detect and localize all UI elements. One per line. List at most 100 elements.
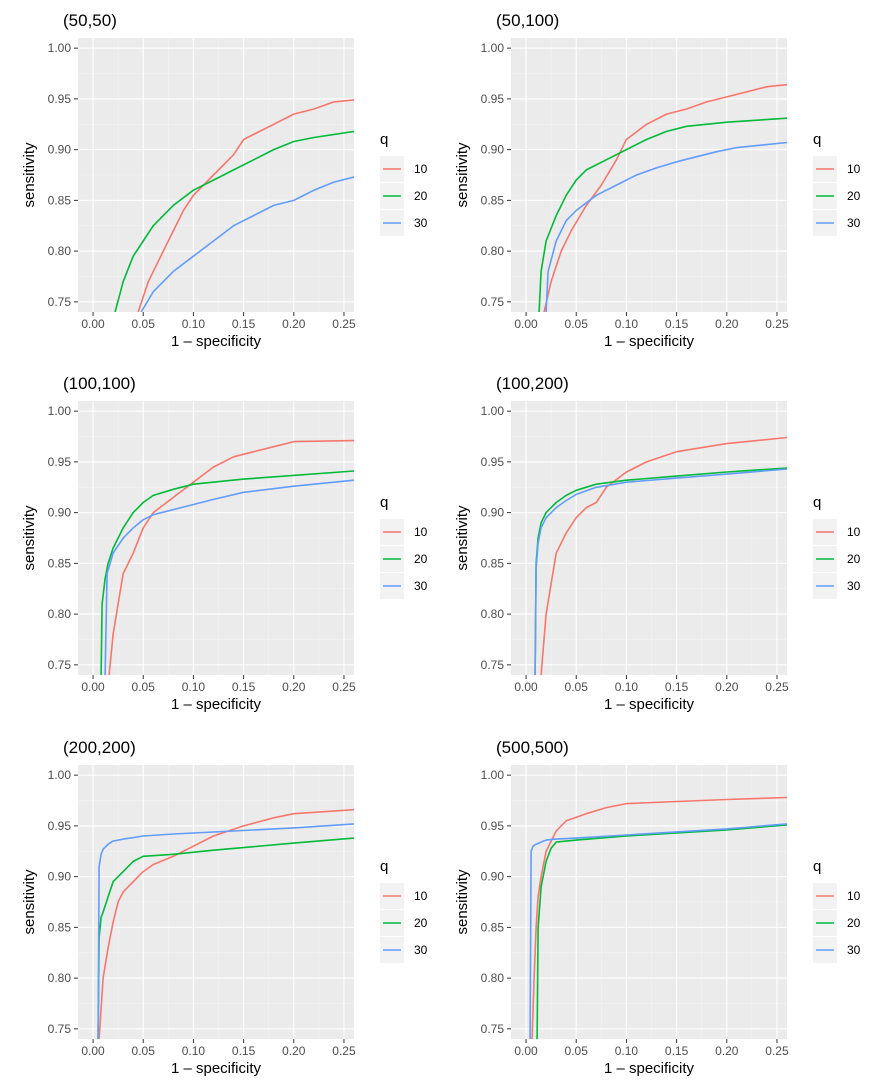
legend-title: q	[813, 494, 821, 511]
x-tick-label: 0.05	[565, 680, 589, 694]
legend-title: q	[380, 858, 388, 875]
y-tick-label: 1.00	[481, 404, 505, 418]
x-tick-label: 0.05	[132, 317, 156, 331]
chart-panel-5: 0.00 0.05 0.10 0.15 0.20 0.25 0.75 0.80 0.85 0.90…	[21, 738, 428, 1077]
y-tick-label: 1.00	[481, 768, 505, 782]
x-tick-label: 0.10	[615, 680, 639, 694]
y-tick-label: 0.85	[48, 556, 72, 570]
legend-label: 20	[847, 916, 861, 930]
y-tick-label: 0.85	[481, 193, 505, 207]
y-tick-label: 1.00	[48, 41, 72, 55]
legend-label: 30	[847, 579, 861, 593]
y-tick-label: 0.80	[481, 971, 505, 985]
y-tick-label: 0.75	[48, 1022, 72, 1036]
legend-label: 30	[847, 943, 861, 957]
x-tick-label: 0.25	[765, 317, 789, 331]
x-tick-label: 0.10	[182, 1044, 206, 1058]
panel-title: (500,500)	[496, 738, 569, 757]
legend: q 10 20 30	[813, 494, 861, 599]
y-tick-label: 0.85	[481, 920, 505, 934]
x-tick-label: 0.05	[565, 317, 589, 331]
series-line-q30	[140, 176, 354, 312]
y-tick-label: 0.95	[481, 819, 505, 833]
x-tick-label: 0.00	[81, 1044, 105, 1058]
chart-panel-4: 0.00 0.05 0.10 0.15 0.20 0.25 0.75 0.80 0.85 0.90…	[454, 374, 861, 713]
x-tick-label: 0.10	[182, 317, 206, 331]
legend-title: q	[380, 131, 388, 148]
series-line-q30	[545, 141, 787, 312]
legend-label: 10	[414, 525, 428, 539]
x-tick-label: 0.00	[514, 317, 538, 331]
y-axis-title: sensitivity	[21, 869, 38, 935]
panel-title: (100,100)	[63, 374, 136, 393]
legend-label: 10	[847, 162, 861, 176]
y-tick-label: 1.00	[481, 41, 505, 55]
x-tick-label: 0.15	[665, 1044, 689, 1058]
series-line-q30	[97, 823, 354, 1039]
panel-title: (100,200)	[496, 374, 569, 393]
series-line-q10	[137, 99, 354, 312]
y-tick-label: 0.95	[48, 819, 72, 833]
legend-label: 20	[847, 552, 861, 566]
y-tick-label: 0.90	[481, 870, 505, 884]
y-tick-label: 0.95	[481, 92, 505, 106]
y-tick-label: 0.85	[481, 556, 505, 570]
series-lines	[538, 83, 787, 312]
y-tick-label: 0.80	[48, 244, 72, 258]
y-tick-label: 0.75	[48, 295, 72, 309]
legend-label: 20	[414, 552, 428, 566]
series-line-q30	[529, 823, 787, 1039]
x-tick-label: 0.15	[665, 680, 689, 694]
x-tick-label: 0.05	[132, 680, 156, 694]
series-line-q10	[98, 808, 354, 1039]
y-tick-label: 0.80	[481, 244, 505, 258]
y-tick-label: 0.95	[48, 455, 72, 469]
legend: q 10 20 30	[813, 858, 861, 963]
series-line-q10	[108, 439, 354, 675]
series-line-q10	[540, 436, 787, 675]
x-tick-label: 0.00	[81, 680, 105, 694]
x-axis-title: 1 – specificity	[171, 1060, 262, 1077]
y-tick-label: 0.75	[48, 658, 72, 672]
y-tick-label: 0.80	[481, 607, 505, 621]
x-tick-label: 0.20	[282, 1044, 306, 1058]
y-tick-label: 0.90	[48, 143, 72, 157]
series-lines	[97, 808, 354, 1039]
y-tick-label: 0.80	[48, 971, 72, 985]
y-tick-label: 0.90	[481, 506, 505, 520]
x-tick-label: 0.25	[332, 317, 356, 331]
x-axis-title: 1 – specificity	[604, 1060, 695, 1077]
y-axis-title: sensitivity	[21, 505, 38, 571]
legend: q 10 20 30	[380, 494, 428, 599]
x-tick-label: 0.00	[514, 1044, 538, 1058]
series-line-q20	[536, 824, 787, 1039]
x-tick-label: 0.20	[282, 680, 306, 694]
y-tick-label: 0.85	[48, 920, 72, 934]
x-tick-label: 0.20	[715, 317, 739, 331]
legend-title: q	[813, 131, 821, 148]
x-tick-label: 0.20	[715, 680, 739, 694]
series-lines	[529, 796, 787, 1039]
x-tick-label: 0.05	[132, 1044, 156, 1058]
legend-label: 20	[414, 916, 428, 930]
y-tick-label: 0.90	[48, 870, 72, 884]
panel-title: (50,100)	[496, 11, 559, 30]
legend-label: 20	[847, 189, 861, 203]
legend-label: 10	[847, 525, 861, 539]
series-line-q20	[100, 470, 354, 675]
x-tick-label: 0.20	[282, 317, 306, 331]
x-tick-label: 0.25	[332, 1044, 356, 1058]
legend-title: q	[813, 858, 821, 875]
x-tick-label: 0.10	[615, 317, 639, 331]
y-tick-label: 1.00	[48, 768, 72, 782]
legend: q 10 20 30	[380, 858, 428, 963]
y-tick-label: 0.90	[481, 143, 505, 157]
chart-panel-3: 0.00 0.05 0.10 0.15 0.20 0.25 0.75 0.80 0.85 0.90…	[21, 374, 428, 713]
x-axis-title: 1 – specificity	[604, 333, 695, 350]
x-axis-title: 1 – specificity	[171, 696, 262, 713]
legend-title: q	[380, 494, 388, 511]
y-axis-title: sensitivity	[454, 142, 471, 208]
x-tick-label: 0.25	[332, 680, 356, 694]
legend-label: 30	[414, 579, 428, 593]
